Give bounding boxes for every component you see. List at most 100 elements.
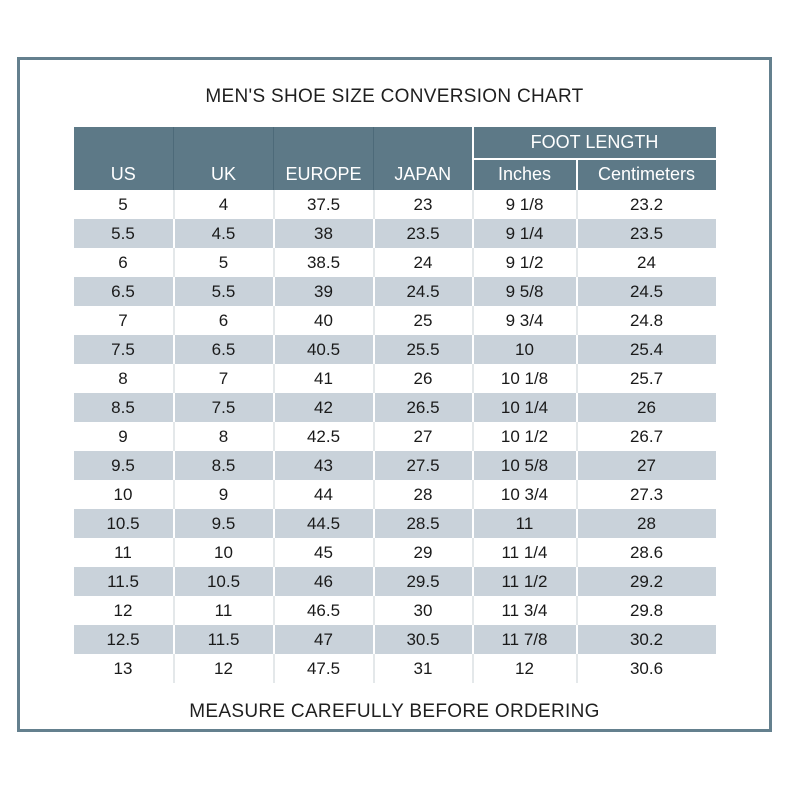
column-header-europe: EUROPE [273,127,374,190]
page-title: MEN'S SHOE SIZE CONVERSION CHART [205,86,584,107]
table-cell: 26 [372,364,473,393]
table-row: 9.5 8.5 43 27.5 10 5/8 27 [73,451,716,480]
table-cell: 46 [272,567,374,596]
table-cell: 46.5 [272,596,374,625]
table-cell: 42.5 [272,422,374,451]
table-row: 8 7 41 26 10 1/8 25.7 [73,364,716,393]
table-cell: 25.4 [575,335,716,364]
size-conversion-table: US UK EUROPE JAPAN FOOT LENGTH Inches Ce… [73,127,716,683]
table-cell: 6 [172,306,274,335]
table-cell: 23.5 [372,219,473,248]
table-cell: 37.5 [272,190,374,219]
table-cell: 7.5 [172,393,274,422]
table-cell: 23.2 [575,190,716,219]
table-cell: 11.5 [172,625,274,654]
table-cell: 47.5 [272,654,374,683]
table-cell: 26.5 [372,393,473,422]
table-cell: 31 [372,654,473,683]
table-row: 6.5 5.5 39 24.5 9 5/8 24.5 [73,277,716,306]
table-cell: 39 [272,277,374,306]
table-cell: 25 [372,306,473,335]
table-body: 5 4 37.5 23 9 1/8 23.2 5.5 4.5 38 23.5 9 1/4 23.5 6 5… [73,190,716,683]
table-cell: 27.3 [575,480,716,509]
table-cell: 44.5 [272,509,374,538]
table-row: 12 11 46.5 30 11 3/4 29.8 [73,596,716,625]
table-cell: 43 [272,451,374,480]
table-row: 6 5 38.5 24 9 1/2 24 [73,248,716,277]
footer-note: MEASURE CAREFULLY BEFORE ORDERING [189,701,600,722]
table-cell: 25.5 [372,335,473,364]
table-cell: 40 [272,306,374,335]
table-cell: 10 1/4 [471,393,577,422]
table-cell: 9.5 [172,509,274,538]
table-cell: 10 [73,480,174,509]
table-row: 11.5 10.5 46 29.5 11 1/2 29.2 [73,567,716,596]
table-cell: 11 [471,509,577,538]
column-header-japan: JAPAN [373,127,473,190]
table-cell: 9 1/4 [471,219,577,248]
table-cell: 11 [172,596,274,625]
table-cell: 5 [172,248,274,277]
table-cell: 24 [372,248,473,277]
table-cell: 7.5 [73,335,174,364]
table-cell: 29.8 [575,596,716,625]
table-cell: 27 [372,422,473,451]
table-cell: 10 3/4 [471,480,577,509]
table-row: 5 4 37.5 23 9 1/8 23.2 [73,190,716,219]
table-cell: 29.2 [575,567,716,596]
table-cell: 11 [73,538,174,567]
table-cell: 23.5 [575,219,716,248]
table-cell: 4 [172,190,274,219]
column-header-inches: Inches [471,158,577,190]
table-cell: 11.5 [73,567,174,596]
table-cell: 24.8 [575,306,716,335]
table-cell: 11 1/4 [471,538,577,567]
table-cell: 47 [272,625,374,654]
table-cell: 26 [575,393,716,422]
table-row: 10.5 9.5 44.5 28.5 11 28 [73,509,716,538]
table-cell: 10 5/8 [471,451,577,480]
table-row: 11 10 45 29 11 1/4 28.6 [73,538,716,567]
table-row: 7.5 6.5 40.5 25.5 10 25.4 [73,335,716,364]
table-cell: 8.5 [172,451,274,480]
table-cell: 10.5 [172,567,274,596]
table-cell: 29.5 [372,567,473,596]
table-cell: 38.5 [272,248,374,277]
table-cell: 23 [372,190,473,219]
column-group-foot-length: FOOT LENGTH [471,127,716,160]
table-cell: 41 [272,364,374,393]
table-cell: 11 3/4 [471,596,577,625]
table-cell: 10 1/8 [471,364,577,393]
table-cell: 9 1/2 [471,248,577,277]
table-cell: 8 [172,422,274,451]
table-cell: 10 1/2 [471,422,577,451]
table-cell: 30.2 [575,625,716,654]
table-cell: 8.5 [73,393,174,422]
table-cell: 27 [575,451,716,480]
table-cell: 40.5 [272,335,374,364]
column-header-uk: UK [173,127,274,190]
table-cell: 6 [73,248,174,277]
table-cell: 8 [73,364,174,393]
chart-frame: MEN'S SHOE SIZE CONVERSION CHART US UK E… [17,57,772,732]
column-header-centimeters: Centimeters [575,158,716,190]
header-row-sub: Inches Centimeters [74,158,716,190]
table-cell: 27.5 [372,451,473,480]
table-row: 9 8 42.5 27 10 1/2 26.7 [73,422,716,451]
table-cell: 5.5 [172,277,274,306]
table-cell: 24.5 [575,277,716,306]
table-row: 13 12 47.5 31 12 30.6 [73,654,716,683]
table-cell: 10 [471,335,577,364]
table-cell: 10 [172,538,274,567]
table-header: US UK EUROPE JAPAN FOOT LENGTH Inches Ce… [73,127,716,190]
table-cell: 7 [172,364,274,393]
table-cell: 11 1/2 [471,567,577,596]
table-cell: 9.5 [73,451,174,480]
table-cell: 9 5/8 [471,277,577,306]
table-cell: 42 [272,393,374,422]
table-cell: 28 [575,509,716,538]
column-header-us: US [73,127,174,190]
table-cell: 11 7/8 [471,625,577,654]
table-cell: 30 [372,596,473,625]
